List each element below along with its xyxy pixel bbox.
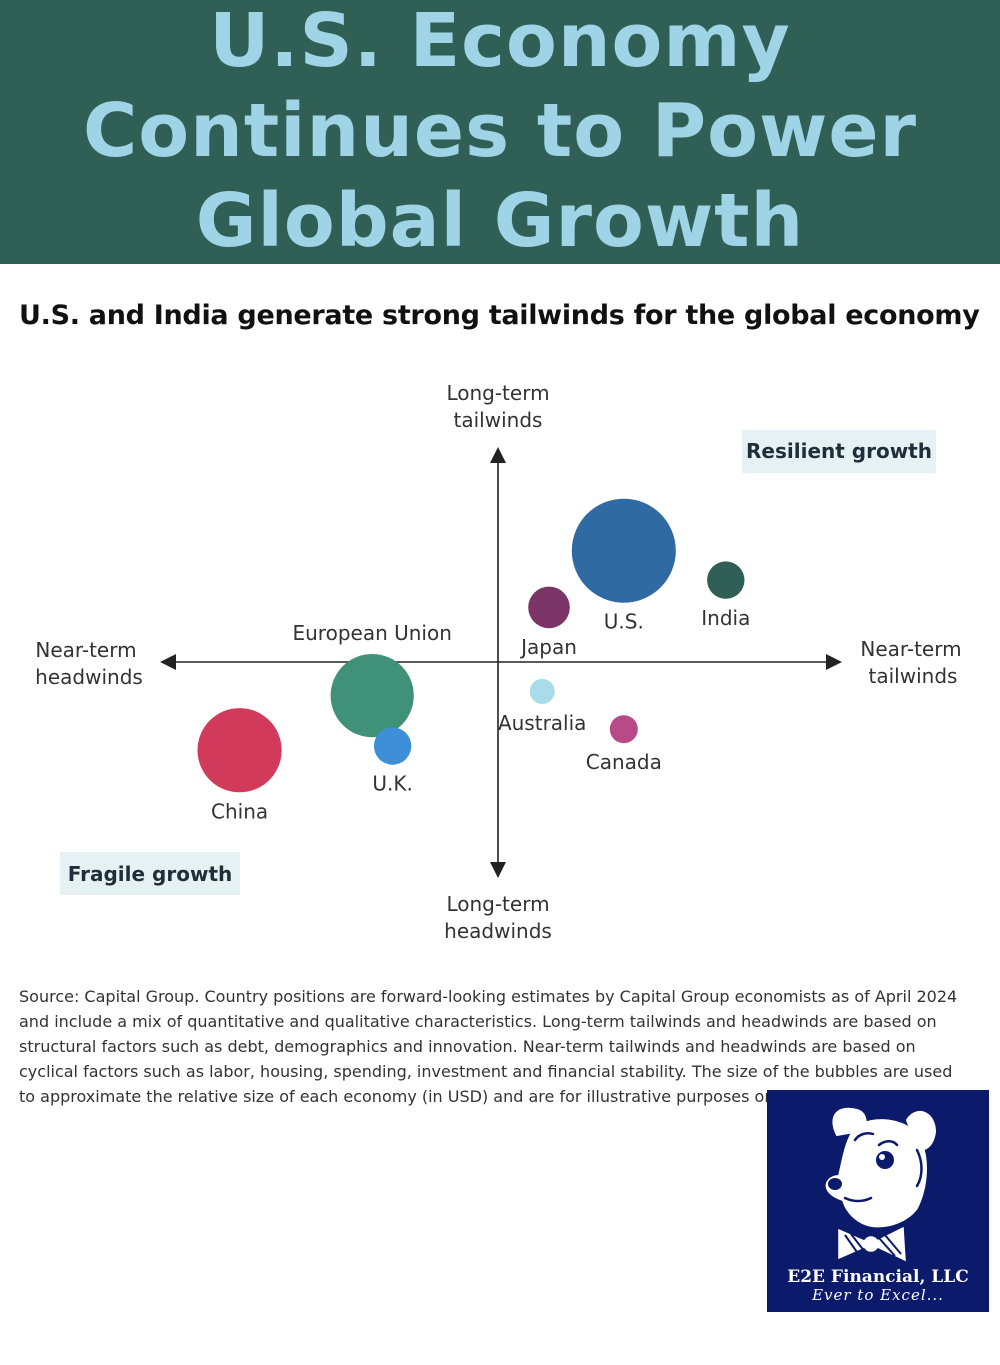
axis-top-label-2: tailwinds — [454, 408, 543, 432]
fragile-growth-label: Fragile growth — [68, 862, 233, 886]
dog-with-bowtie-icon — [825, 1107, 936, 1262]
axis-bottom-label-1: Long-term — [446, 892, 549, 916]
logo-company-name: E2E Financial, LLC — [787, 1267, 969, 1287]
title-line-1: U.S. Economy — [209, 0, 791, 84]
bubble-japan — [528, 586, 570, 629]
bubble-label-india: India — [701, 606, 750, 630]
bubble-label-australia: Australia — [498, 711, 586, 735]
chart-subtitle: U.S. and India generate strong tailwinds… — [19, 300, 980, 331]
bubble-label-european-union: European Union — [292, 621, 451, 645]
bubble-australia — [529, 678, 555, 704]
bubble-label-china: China — [211, 799, 268, 823]
resilient-growth-box — [742, 430, 936, 473]
axis-right-label-1: Near-term — [860, 637, 961, 661]
resilient-growth-label: Resilient growth — [746, 439, 932, 463]
source-note: Source: Capital Group. Country positions… — [19, 987, 958, 1106]
bubble-label-canada: Canada — [586, 750, 662, 774]
bubble-label-japan: Japan — [519, 635, 577, 659]
bubble-labels-layer: U.S. India Japan European Union U.K. China Aus… — [211, 606, 750, 824]
bubble-european-union — [330, 654, 414, 738]
title-line-2: Continues to Power — [82, 88, 918, 174]
bubble-u-s — [571, 498, 676, 603]
bubble-chart: Resilient growth Fragile growth Long-ter… — [35, 381, 961, 943]
bubble-u-k — [373, 727, 412, 765]
title-line-3: Global Growth — [195, 178, 805, 264]
axis-right-label-2: tailwinds — [869, 664, 958, 688]
bubble-china — [197, 708, 282, 793]
title-banner: U.S. Economy Continues to Power Global G… — [0, 0, 1000, 264]
bubble-india — [707, 561, 745, 599]
axis-left-label-2: headwinds — [35, 665, 143, 689]
bubbles-layer — [197, 498, 745, 793]
bubble-label-u-k: U.K. — [372, 772, 412, 796]
logo-tagline: Ever to Excel... — [812, 1286, 944, 1304]
axis-top-label-1: Long-term — [446, 381, 549, 405]
bubble-canada — [609, 715, 638, 744]
bubble-label-u-s: U.S. — [604, 610, 644, 634]
fragile-growth-box — [60, 852, 240, 895]
axis-bottom-label-2: headwinds — [444, 919, 552, 943]
axis-left-label-1: Near-term — [35, 638, 136, 662]
company-logo: E2E Financial, LLC Ever to Excel... — [767, 1090, 989, 1312]
